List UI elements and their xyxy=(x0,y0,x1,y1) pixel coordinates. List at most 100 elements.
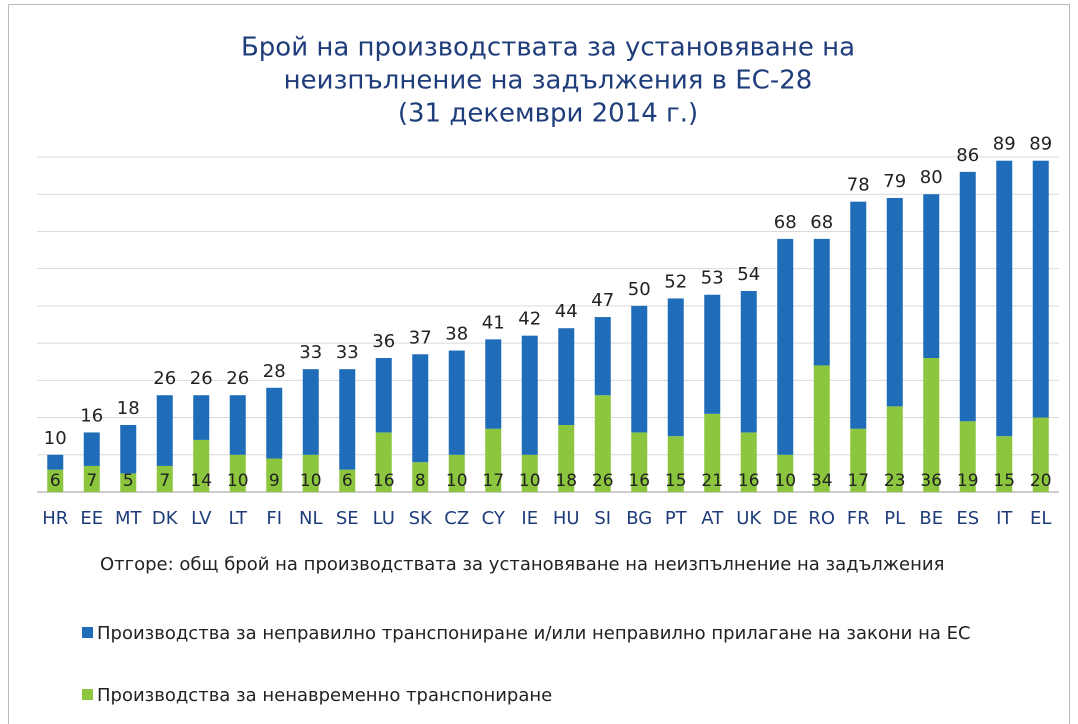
total-label: 68 xyxy=(810,212,833,233)
total-label: 89 xyxy=(1029,134,1052,155)
data-label: 7 xyxy=(86,471,97,491)
x-tick-label: LU xyxy=(373,508,395,529)
data-label: 7 xyxy=(159,471,170,491)
bar-segment xyxy=(229,395,246,455)
total-label: 53 xyxy=(701,268,724,289)
bar-segment xyxy=(850,428,867,492)
total-label: 80 xyxy=(920,167,943,188)
bar-segment xyxy=(448,350,465,455)
bar-segment xyxy=(521,335,538,455)
total-label: 52 xyxy=(664,271,687,292)
data-label: 19 xyxy=(957,471,979,491)
bar-segment xyxy=(1032,417,1049,492)
bar-segment xyxy=(521,454,538,492)
x-tick-label: FI xyxy=(266,508,282,529)
data-label: 16 xyxy=(738,471,760,491)
bar-segment xyxy=(375,358,392,433)
total-label: 37 xyxy=(409,327,432,348)
x-tick-label: EE xyxy=(80,508,103,529)
data-label: 6 xyxy=(50,471,61,491)
bar-segment xyxy=(740,291,757,433)
x-tick-label: AT xyxy=(701,508,724,529)
bar-segment xyxy=(996,160,1013,437)
bar-segment xyxy=(193,439,210,492)
legend-label: Производства за ненавременно транспонира… xyxy=(97,685,553,706)
bar-segment xyxy=(229,454,246,492)
bar-segment xyxy=(886,406,903,492)
note: Отгоре: общ брой на производствата за ус… xyxy=(100,554,945,575)
total-label: 28 xyxy=(263,361,286,382)
total-label: 79 xyxy=(883,171,906,192)
bar-segment xyxy=(704,294,721,414)
data-label: 10 xyxy=(300,471,322,491)
bar-segment xyxy=(339,369,356,470)
data-label: 36 xyxy=(920,471,942,491)
data-label: 20 xyxy=(1030,471,1052,491)
bar-segment xyxy=(339,469,356,492)
bar-segment xyxy=(83,465,100,492)
x-tick-label: HU xyxy=(553,508,580,529)
bar-segment xyxy=(412,462,429,492)
x-tick-label: IT xyxy=(996,508,1013,529)
bar-segment xyxy=(448,454,465,492)
data-label: 9 xyxy=(269,471,280,491)
bar-segment xyxy=(266,387,283,459)
data-label: 21 xyxy=(701,471,723,491)
legend-swatch xyxy=(82,689,93,700)
data-label: 10 xyxy=(519,471,541,491)
x-tick-label: LT xyxy=(228,508,248,529)
bar-segment xyxy=(302,454,319,492)
x-tick-label: FR xyxy=(847,508,870,529)
x-tick-label: DK xyxy=(152,508,179,529)
x-tick-label: DE xyxy=(773,508,798,529)
chart-title: неизпълнение на задължения в ЕС-28 xyxy=(284,66,813,96)
chart: Брой на производствата за установяване н… xyxy=(37,33,1059,529)
total-label: 10 xyxy=(44,428,67,449)
total-label: 33 xyxy=(336,342,359,363)
bar-segment xyxy=(740,432,757,492)
bar-segment xyxy=(485,339,502,429)
bar-segment xyxy=(959,171,976,422)
x-tick-label: ES xyxy=(956,508,979,529)
bar-segment xyxy=(704,413,721,492)
bar-segment xyxy=(302,369,319,455)
x-tick-label: BE xyxy=(919,508,943,529)
bar-segment xyxy=(375,432,392,492)
bar-segment xyxy=(156,465,173,492)
bar-segment xyxy=(923,194,940,358)
x-tick-label: LV xyxy=(191,508,212,529)
total-label: 47 xyxy=(591,290,614,311)
x-tick-label: SE xyxy=(336,508,359,529)
data-label: 23 xyxy=(884,471,906,491)
total-label: 18 xyxy=(117,398,140,419)
data-label: 8 xyxy=(415,471,426,491)
data-label: 16 xyxy=(373,471,395,491)
data-label: 18 xyxy=(555,471,577,491)
total-label: 41 xyxy=(482,312,505,333)
data-label: 15 xyxy=(993,471,1015,491)
legend-item: Производства за неправилно транспониране… xyxy=(82,622,1032,646)
total-label: 38 xyxy=(445,324,468,345)
bar-segment xyxy=(1032,160,1049,418)
data-label: 26 xyxy=(592,471,614,491)
x-tick-label: IE xyxy=(521,508,538,529)
bar-segment xyxy=(594,395,611,492)
total-label: 89 xyxy=(993,134,1016,155)
x-tick-label: NL xyxy=(299,508,323,529)
total-label: 50 xyxy=(628,279,651,300)
total-label: 44 xyxy=(555,301,578,322)
total-label: 42 xyxy=(518,309,541,330)
bar-segment xyxy=(850,201,867,429)
data-label: 10 xyxy=(446,471,468,491)
bar-segment xyxy=(923,358,940,492)
data-label: 15 xyxy=(665,471,687,491)
total-label: 86 xyxy=(956,145,979,166)
bar-segment xyxy=(777,454,794,492)
x-tick-label: MT xyxy=(115,508,143,529)
x-tick-label: HR xyxy=(42,508,68,529)
bar-segment xyxy=(558,328,575,425)
total-label: 54 xyxy=(737,264,760,285)
bar-segment xyxy=(813,365,830,492)
bar-segment xyxy=(813,238,830,366)
